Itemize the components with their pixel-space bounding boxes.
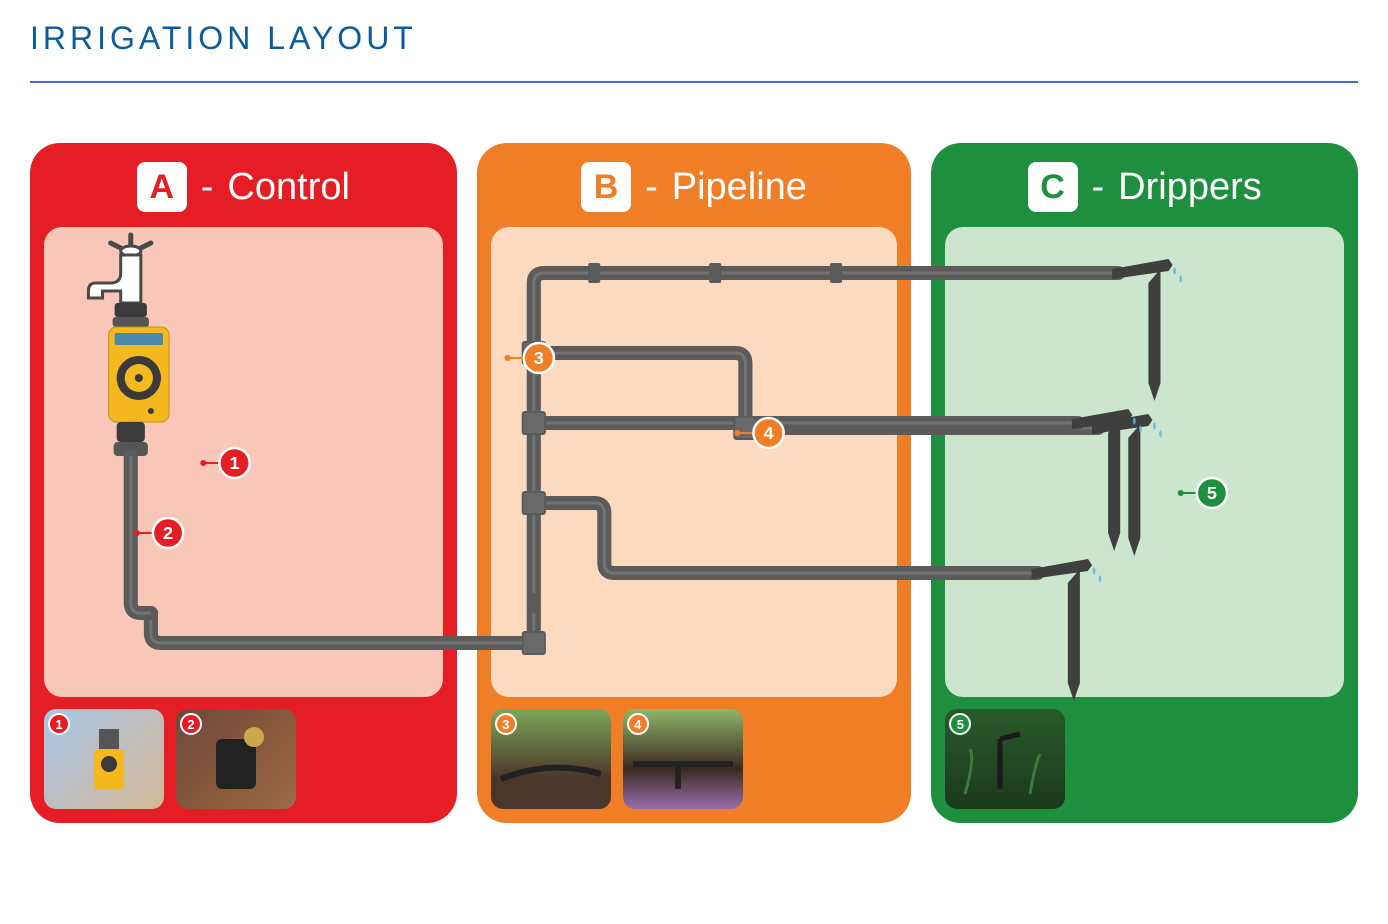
page-title: IRRIGATION LAYOUT bbox=[30, 20, 1358, 57]
panel-c-dash: - bbox=[1092, 166, 1105, 209]
panel-control: A - Control 1 2 bbox=[30, 143, 457, 823]
thumb-b4: 4 bbox=[623, 709, 743, 809]
panel-b-label: Pipeline bbox=[672, 166, 807, 209]
panel-b-header: B - Pipeline bbox=[491, 157, 898, 217]
thumb-c5: 5 bbox=[945, 709, 1065, 809]
panel-drippers: C - Drippers 5 bbox=[931, 143, 1358, 823]
panel-b-dash: - bbox=[645, 166, 658, 209]
thumb-a2-num: 2 bbox=[180, 713, 202, 735]
thumb-a1: 1 bbox=[44, 709, 164, 809]
panel-a-badge: A bbox=[137, 162, 187, 212]
panel-c-badge: C bbox=[1028, 162, 1078, 212]
panel-pipeline: B - Pipeline 3 4 bbox=[477, 143, 912, 823]
thumb-b3-num: 3 bbox=[495, 713, 517, 735]
panel-b-body bbox=[491, 227, 898, 697]
panel-c-body bbox=[945, 227, 1344, 697]
panel-b-thumbs: 3 4 bbox=[491, 709, 898, 809]
thumb-a2: 2 bbox=[176, 709, 296, 809]
panel-c-header: C - Drippers bbox=[945, 157, 1344, 217]
panel-a-thumbs: 1 2 bbox=[44, 709, 443, 809]
thumb-b3: 3 bbox=[491, 709, 611, 809]
thumb-a1-num: 1 bbox=[48, 713, 70, 735]
panel-a-body bbox=[44, 227, 443, 697]
thumb-b4-num: 4 bbox=[627, 713, 649, 735]
panels-row: A - Control 1 2 B - Pipeline 3 bbox=[30, 143, 1358, 823]
divider bbox=[30, 81, 1358, 83]
panel-c-thumbs: 5 bbox=[945, 709, 1344, 809]
panel-a-label: Control bbox=[227, 166, 350, 209]
panel-c-label: Drippers bbox=[1118, 166, 1262, 209]
panel-a-dash: - bbox=[201, 166, 214, 209]
panel-a-header: A - Control bbox=[44, 157, 443, 217]
panel-b-badge: B bbox=[581, 162, 631, 212]
